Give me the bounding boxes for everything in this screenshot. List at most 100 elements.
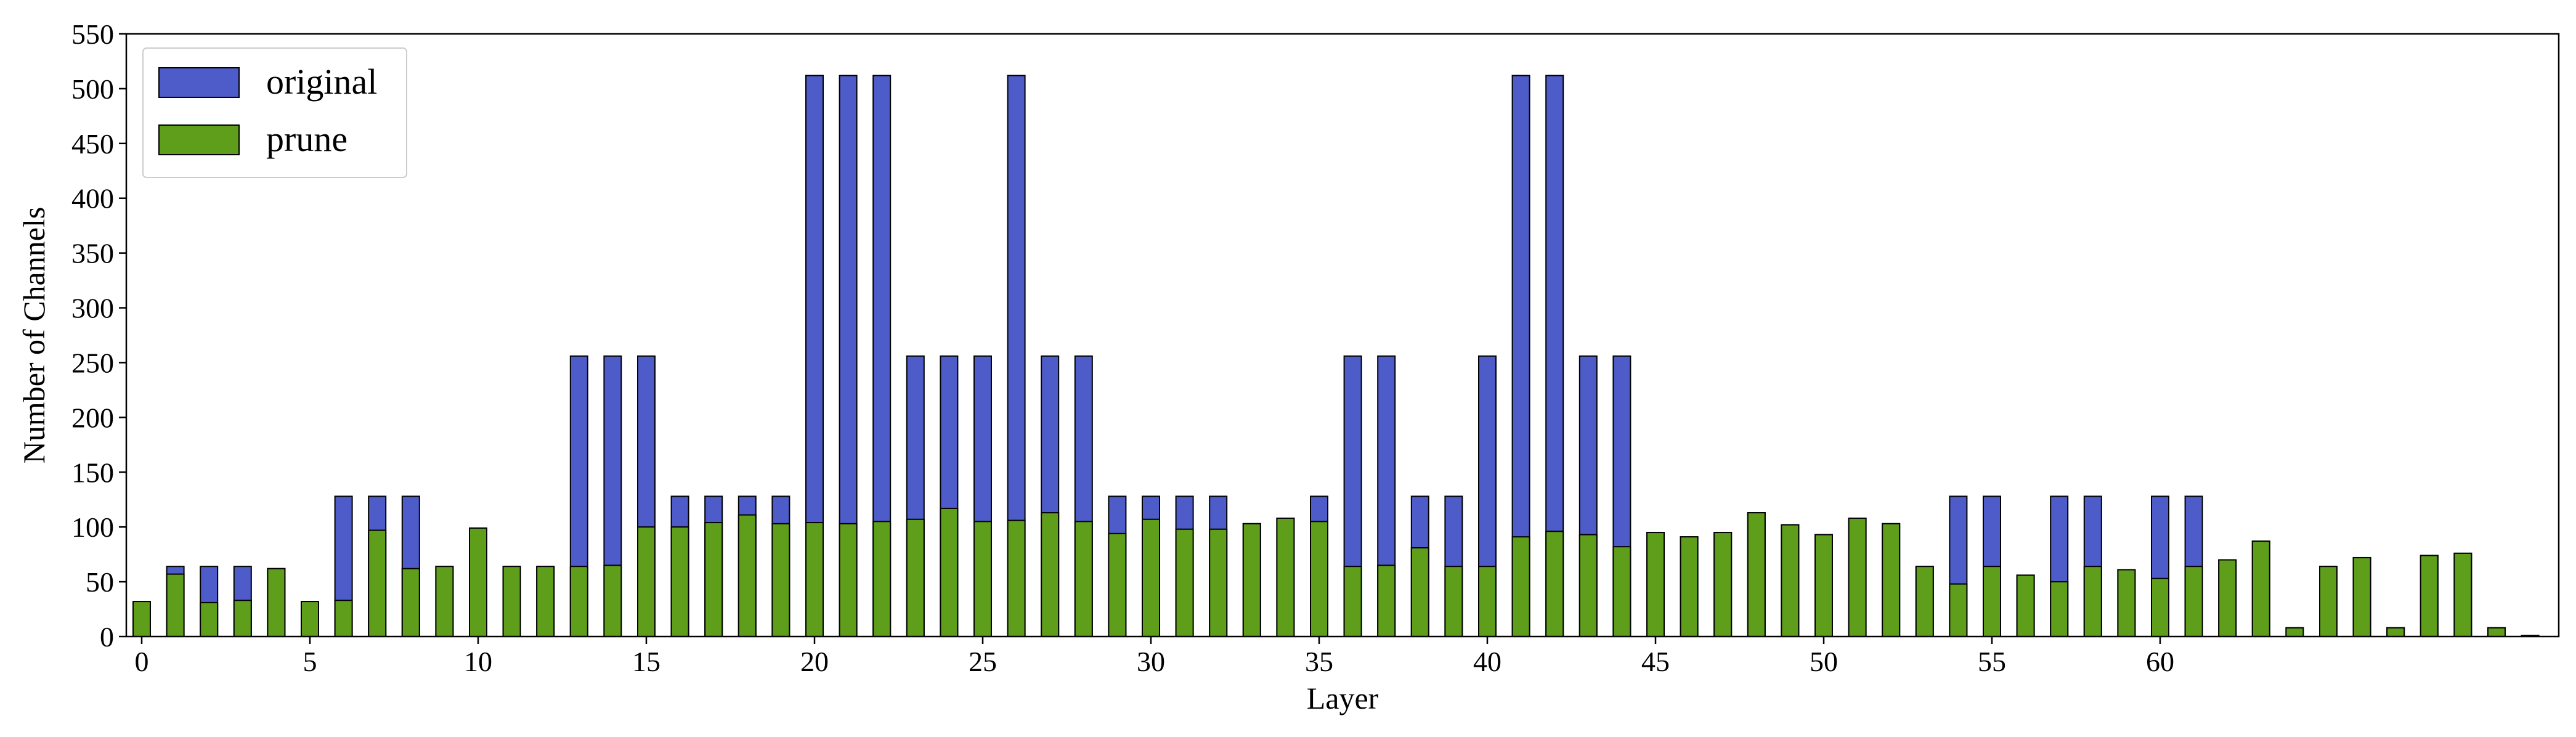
x-tick-label: 15 (632, 646, 660, 677)
x-axis-label: Layer (1307, 681, 1379, 715)
prune-bar (1915, 566, 1934, 637)
prune-bar (2218, 559, 2237, 638)
y-axis-label: Number of Channels (17, 207, 51, 464)
prune-bar (2251, 540, 2270, 637)
y-tick-label: 500 (71, 73, 114, 105)
y-axis: 0 50 100 150 200 250 300 350 400 450 500 550 (71, 18, 126, 653)
prune-bar (1108, 532, 1127, 637)
x-tick-label: 5 (303, 646, 317, 677)
y-tick-label: 350 (71, 238, 114, 269)
prune-bar (132, 601, 151, 638)
prune-bar (1041, 512, 1060, 637)
prune-bar (536, 566, 555, 637)
prune-bar (940, 507, 959, 637)
y-tick-label: 250 (71, 347, 114, 378)
prune-bar (1007, 519, 1026, 638)
prune-bar (1074, 521, 1093, 637)
prune-bar (670, 526, 689, 637)
prune-bar (1142, 518, 1160, 638)
prune-bar (1545, 531, 1564, 638)
x-tick-label: 40 (1473, 646, 1501, 677)
prune-bar (469, 527, 487, 638)
prune-bar (1276, 517, 1295, 637)
prune-bar (2151, 577, 2169, 637)
x-tick-label: 30 (1137, 646, 1165, 677)
prune-bar (2319, 566, 2338, 637)
prune-bar (771, 523, 790, 638)
prune-bar (1646, 532, 1665, 638)
prune-bar (1377, 564, 1396, 637)
prune-bar (973, 521, 992, 637)
prune-bar (1511, 536, 1530, 637)
y-tick-label: 400 (71, 183, 114, 214)
prune-bar (2184, 566, 2203, 637)
prune-bar (334, 600, 353, 638)
y-tick-label: 100 (71, 511, 114, 543)
prune-bar (637, 526, 656, 637)
x-tick-label: 55 (1978, 646, 2006, 677)
y-tick-label: 50 (86, 566, 114, 598)
x-tick-label: 45 (1641, 646, 1670, 677)
prune-bar (2420, 555, 2439, 637)
prune-bar (233, 600, 252, 638)
x-tick-label: 10 (464, 646, 492, 677)
prune-bar (2352, 556, 2371, 637)
prune-bar (1343, 566, 1362, 637)
prune-bar (569, 566, 588, 637)
prune-bar (906, 518, 925, 638)
prune-bar (401, 568, 420, 638)
prune-bar (2050, 581, 2069, 637)
y-tick-label: 550 (71, 18, 114, 50)
legend-label-prune: prune (266, 119, 347, 159)
prune-bar (2386, 627, 2405, 637)
prune-bar (1310, 521, 1328, 637)
legend-swatch-original (158, 67, 240, 98)
prune-bar (2083, 566, 2102, 637)
prune-bar (737, 514, 757, 638)
prune-bar (872, 521, 892, 637)
prune-bar (2487, 627, 2506, 637)
prune-bar (1781, 524, 1800, 637)
prune-bar (1680, 536, 1699, 637)
prune-bar (1579, 534, 1598, 637)
prune-bar (1209, 528, 1228, 637)
prune-bar (200, 601, 219, 637)
prune-bar (704, 522, 723, 637)
prune-bar (267, 568, 286, 638)
prune-bars (132, 507, 2540, 638)
prune-bar (805, 522, 824, 637)
prune-bar (839, 523, 858, 638)
prune-bar (368, 529, 387, 637)
prune-bar (166, 573, 185, 637)
prune-bar (603, 564, 622, 637)
original-bars (132, 75, 2540, 638)
prune-bar (1814, 534, 1833, 637)
y-tick-label: 0 (100, 621, 114, 653)
prune-bar (2117, 569, 2136, 637)
prune-bar (502, 566, 521, 637)
x-tick-label: 20 (800, 646, 829, 677)
legend-swatch-prune (158, 124, 240, 155)
prune-bar (1747, 512, 1766, 637)
prune-bar (2016, 574, 2035, 637)
prune-bar (1949, 583, 1968, 638)
prune-bar (1175, 528, 1194, 637)
prune-bar (1242, 523, 1261, 638)
y-tick-label: 300 (71, 293, 114, 324)
prune-bar (1882, 523, 1901, 638)
x-axis: 0 5 10 15 20 25 30 35 40 45 50 55 60 (135, 637, 2174, 677)
y-tick-label: 150 (71, 457, 114, 488)
prune-bar (1410, 547, 1429, 638)
x-tick-label: 0 (135, 646, 149, 677)
x-tick-label: 25 (969, 646, 997, 677)
x-tick-label: 35 (1305, 646, 1333, 677)
prune-bar (435, 566, 454, 637)
prune-bar (2285, 627, 2304, 637)
y-tick-label: 200 (71, 402, 114, 433)
plot-area-frame (125, 33, 2560, 638)
legend-label-original: original (266, 62, 377, 102)
prune-bar (1612, 546, 1631, 637)
legend: original prune (142, 47, 407, 178)
prune-bar (301, 601, 319, 638)
